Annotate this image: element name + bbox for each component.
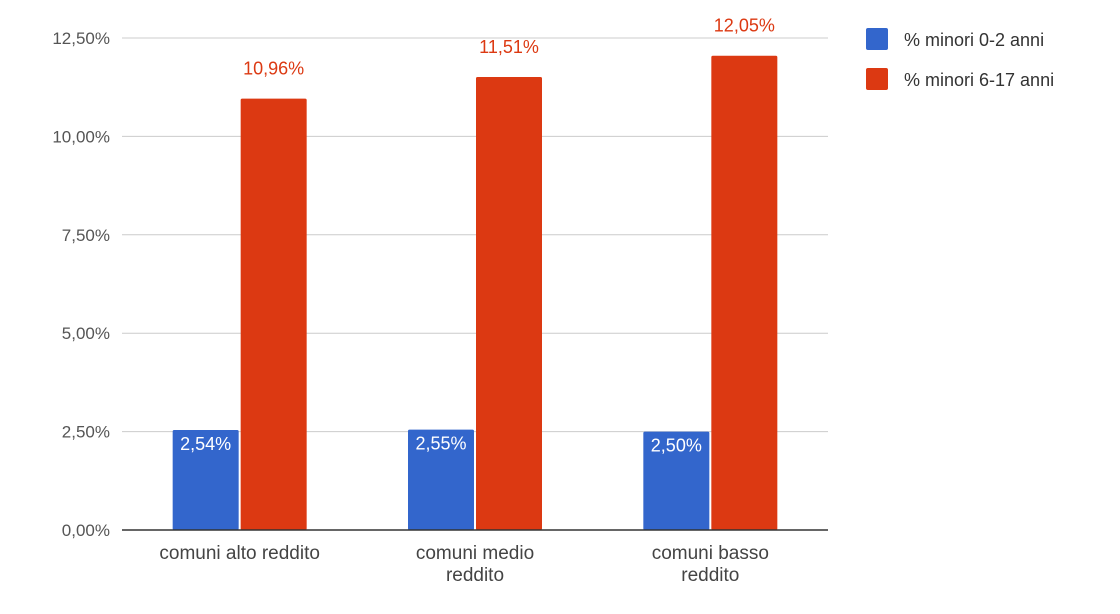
bar-minori-0-2-0: [172, 430, 239, 530]
y-tick-label: 12,50%: [52, 29, 110, 48]
legend-label: % minori 6-17 anni: [904, 70, 1054, 90]
x-tick-label: comuni basso: [652, 543, 769, 564]
x-tick-label: reddito: [681, 565, 739, 586]
bars: [172, 55, 778, 530]
x-axis-ticks: comuni alto reddito comuni medioredditoco…: [159, 543, 769, 586]
x-tick-label: comuni medio: [416, 543, 534, 564]
legend: % minori 0-2 anni % minori 6-17 anni: [866, 28, 1054, 90]
data-label: 12,05%: [714, 16, 775, 36]
legend-swatch: [866, 28, 888, 50]
x-tick-label: comuni alto reddito: [159, 543, 320, 564]
bar-minori-6-17-2: [711, 55, 778, 530]
y-tick-label: 2,50%: [62, 423, 110, 442]
grid-lines: [122, 37, 828, 433]
data-label: 2,54%: [180, 434, 231, 454]
data-label: 10,96%: [243, 59, 304, 79]
data-label: 2,55%: [415, 434, 466, 454]
y-axis-ticks: 0,00% 2,50% 5,00% 7,50% 10,00% 12,50%: [52, 29, 110, 540]
data-label: 2,50%: [651, 436, 702, 456]
data-labels: 2,54% 10,96% 2,55% 11,51% 2,50% 12,05%: [180, 16, 775, 456]
bar-minori-0-2-2: [643, 431, 710, 530]
legend-swatch: [866, 68, 888, 90]
bar-minori-6-17-1: [476, 76, 542, 530]
y-tick-label: 7,50%: [62, 226, 110, 245]
x-tick-label: reddito: [446, 565, 504, 586]
y-tick-label: 10,00%: [52, 127, 110, 146]
bar-minori-0-2-1: [408, 429, 474, 530]
y-tick-label: 0,00%: [62, 521, 110, 540]
bar-minori-6-17-0: [240, 98, 307, 530]
y-tick-label: 5,00%: [62, 324, 110, 343]
data-label: 11,51%: [479, 37, 539, 57]
legend-label: % minori 0-2 anni: [904, 30, 1044, 50]
